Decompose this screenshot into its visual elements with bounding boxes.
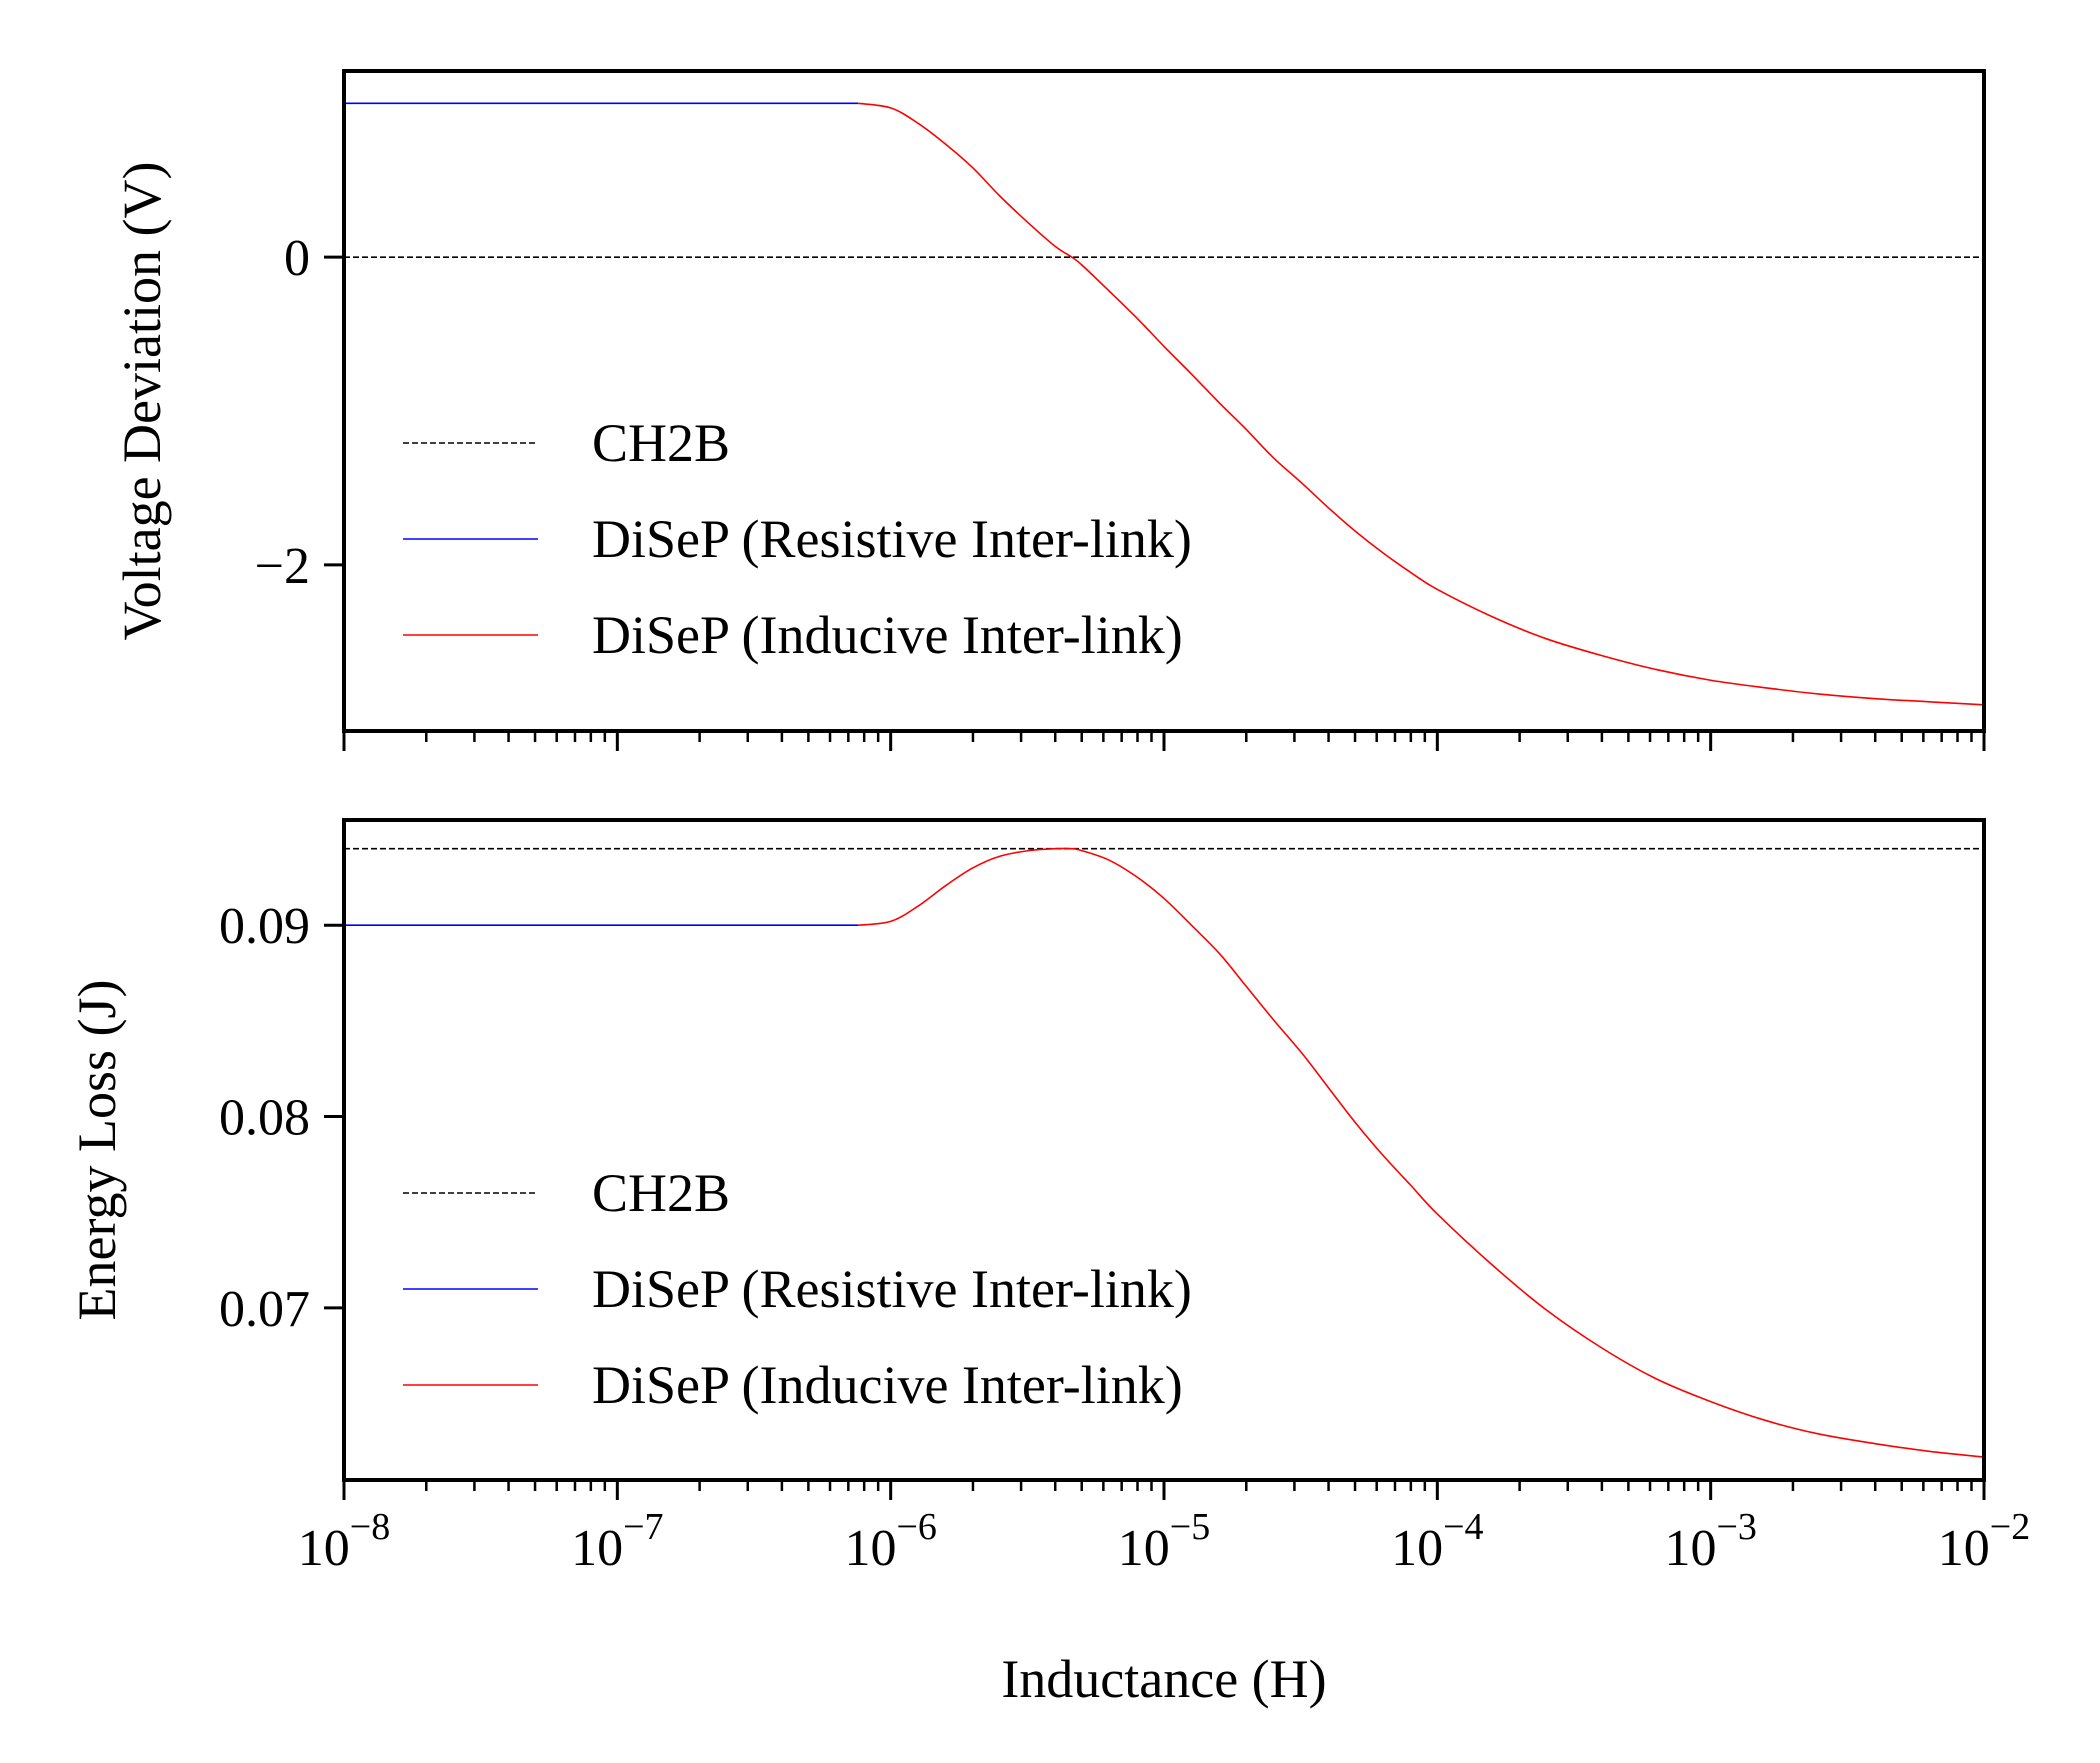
top-plot-frame — [342, 69, 1986, 733]
top-legend: CH2B DiSeP (Resistive Inter-link) DiSeP … — [403, 413, 1192, 665]
bottom-legend-label-ch2b: CH2B — [592, 1163, 730, 1223]
top-legend-label-ch2b: CH2B — [592, 413, 730, 473]
bottom-xlabel: Inductance (H) — [1001, 1649, 1326, 1709]
top-ylabel: Voltage Deviation (V) — [112, 162, 172, 641]
bottom-plot-frame — [342, 818, 1986, 1482]
bottom-ytick-label: 0.09 — [219, 898, 310, 955]
top-legend-label-inductive: DiSeP (Inducive Inter-link) — [592, 605, 1183, 665]
bottom-series-disep-inducive-inter-link — [857, 847, 1985, 1458]
bottom-legend: CH2B DiSeP (Resistive Inter-link) DiSeP … — [403, 1163, 1192, 1415]
bottom-ytick-label: 0.08 — [219, 1090, 310, 1147]
bottom-legend-label-resistive: DiSeP (Resistive Inter-link) — [592, 1259, 1192, 1319]
top-ytick-label: 0 — [284, 230, 310, 287]
voltage-deviation-panel: 0 −2 Voltage Deviation (V) CH2B DiSeP (Re… — [112, 69, 1986, 751]
top-legend-label-resistive: DiSeP (Resistive Inter-link) — [592, 509, 1192, 569]
bottom-ytick-label: 0.07 — [219, 1281, 310, 1338]
top-series-layer — [344, 102, 1985, 706]
top-series-disep-inducive-inter-link — [857, 102, 1985, 706]
bottom-legend-label-inductive: DiSeP (Inducive Inter-link) — [592, 1355, 1183, 1415]
top-ytick-label: −2 — [255, 538, 310, 595]
bottom-ylabel: Energy Loss (J) — [67, 980, 127, 1321]
bottom-series-layer — [343, 847, 1985, 1458]
